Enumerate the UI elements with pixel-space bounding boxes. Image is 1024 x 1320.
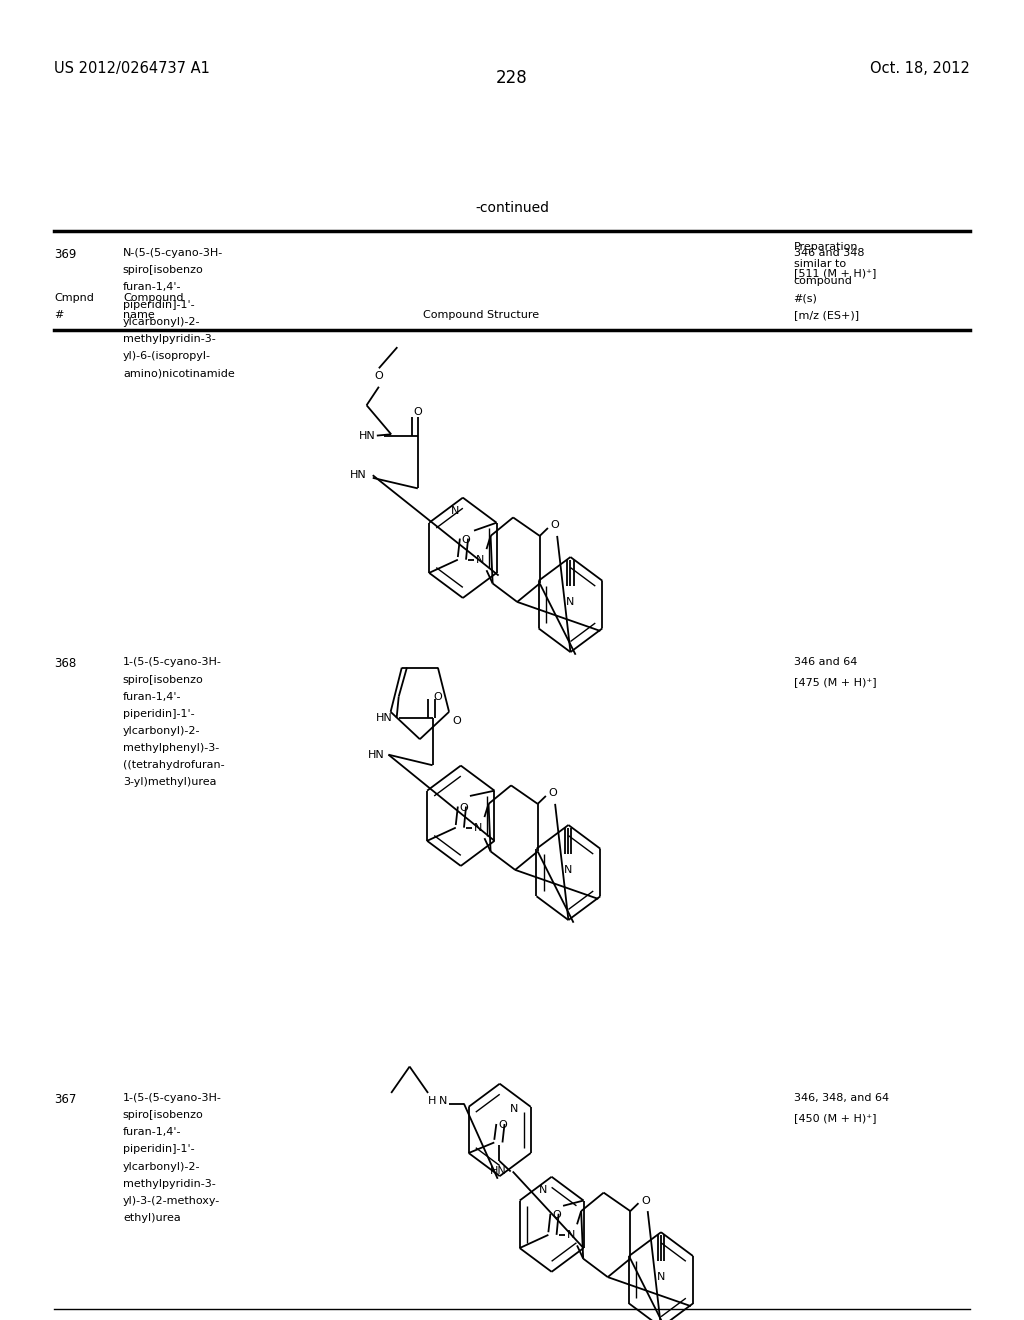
- Text: HN: HN: [350, 470, 367, 480]
- Text: N: N: [656, 1272, 666, 1282]
- Text: N: N: [566, 1230, 575, 1239]
- Text: methylphenyl)-3-: methylphenyl)-3-: [123, 743, 219, 754]
- Text: Compound: Compound: [123, 293, 183, 304]
- Text: Cmpnd: Cmpnd: [54, 293, 94, 304]
- Text: -continued: -continued: [475, 201, 549, 215]
- Text: [m/z (ES+)]: [m/z (ES+)]: [794, 310, 859, 321]
- Text: O: O: [452, 715, 461, 726]
- Text: N: N: [510, 1105, 518, 1114]
- Text: O: O: [549, 788, 557, 799]
- Text: 346 and 64: 346 and 64: [794, 657, 857, 668]
- Text: methylpyridin-3-: methylpyridin-3-: [123, 334, 216, 345]
- Text: Preparation: Preparation: [794, 242, 858, 252]
- Text: N-(5-(5-cyano-3H-: N-(5-(5-cyano-3H-: [123, 248, 223, 259]
- Text: yl)-6-(isopropyl-: yl)-6-(isopropyl-: [123, 351, 211, 362]
- Text: ethyl)urea: ethyl)urea: [123, 1213, 180, 1224]
- Text: H: H: [428, 1096, 436, 1106]
- Text: name: name: [123, 310, 155, 321]
- Text: O: O: [460, 803, 468, 813]
- Text: O: O: [414, 407, 422, 417]
- Text: Compound Structure: Compound Structure: [423, 310, 540, 321]
- Text: 3-yl)methyl)urea: 3-yl)methyl)urea: [123, 777, 216, 788]
- Text: 367: 367: [54, 1093, 77, 1106]
- Text: HN: HN: [376, 713, 393, 723]
- Text: #(s): #(s): [794, 293, 817, 304]
- Text: N: N: [451, 506, 459, 516]
- Text: O: O: [375, 371, 383, 381]
- Text: O: O: [498, 1121, 507, 1130]
- Text: O: O: [433, 692, 442, 702]
- Text: ylcarbonyl)-2-: ylcarbonyl)-2-: [123, 726, 201, 737]
- Text: O: O: [552, 1210, 561, 1220]
- Text: similar to: similar to: [794, 259, 846, 269]
- Text: 346 and 348: 346 and 348: [794, 248, 864, 259]
- Text: ((tetrahydrofuran-: ((tetrahydrofuran-: [123, 760, 224, 771]
- Text: furan-1,4'-: furan-1,4'-: [123, 282, 181, 293]
- Text: methylpyridin-3-: methylpyridin-3-: [123, 1179, 216, 1189]
- Text: piperidin]-1'-: piperidin]-1'-: [123, 1144, 195, 1155]
- Text: N: N: [540, 1185, 548, 1195]
- Text: spiro[isobenzo: spiro[isobenzo: [123, 675, 204, 685]
- Text: amino)nicotinamide: amino)nicotinamide: [123, 368, 234, 379]
- Text: [475 (M + H)⁺]: [475 (M + H)⁺]: [794, 677, 877, 688]
- Text: spiro[isobenzo: spiro[isobenzo: [123, 265, 204, 276]
- Text: N: N: [566, 597, 574, 607]
- Text: 1-(5-(5-cyano-3H-: 1-(5-(5-cyano-3H-: [123, 1093, 222, 1104]
- Text: Oct. 18, 2012: Oct. 18, 2012: [869, 61, 970, 75]
- Text: N: N: [476, 554, 484, 565]
- Text: US 2012/0264737 A1: US 2012/0264737 A1: [54, 61, 210, 75]
- Text: [511 (M + H)⁺]: [511 (M + H)⁺]: [794, 268, 876, 279]
- Text: 228: 228: [496, 69, 528, 87]
- Text: O: O: [551, 520, 559, 531]
- Text: ylcarbonyl)-2-: ylcarbonyl)-2-: [123, 317, 201, 327]
- Text: furan-1,4'-: furan-1,4'-: [123, 692, 181, 702]
- Text: 346, 348, and 64: 346, 348, and 64: [794, 1093, 889, 1104]
- Text: compound: compound: [794, 276, 852, 286]
- Text: #: #: [54, 310, 63, 321]
- Text: N: N: [564, 865, 572, 875]
- Text: N: N: [439, 1096, 447, 1106]
- Text: [450 (M + H)⁺]: [450 (M + H)⁺]: [794, 1113, 877, 1123]
- Text: yl)-3-(2-methoxy-: yl)-3-(2-methoxy-: [123, 1196, 220, 1206]
- Text: HN: HN: [358, 430, 375, 441]
- Text: O: O: [462, 535, 470, 545]
- Text: 368: 368: [54, 657, 77, 671]
- Text: ylcarbonyl)-2-: ylcarbonyl)-2-: [123, 1162, 201, 1172]
- Text: piperidin]-1'-: piperidin]-1'-: [123, 300, 195, 310]
- Text: 1-(5-(5-cyano-3H-: 1-(5-(5-cyano-3H-: [123, 657, 222, 668]
- Text: HN: HN: [368, 750, 385, 760]
- Text: 369: 369: [54, 248, 77, 261]
- Text: HN: HN: [490, 1167, 507, 1176]
- Text: piperidin]-1'-: piperidin]-1'-: [123, 709, 195, 719]
- Text: N: N: [474, 822, 482, 833]
- Text: O: O: [641, 1196, 650, 1205]
- Text: spiro[isobenzo: spiro[isobenzo: [123, 1110, 204, 1121]
- Text: furan-1,4'-: furan-1,4'-: [123, 1127, 181, 1138]
